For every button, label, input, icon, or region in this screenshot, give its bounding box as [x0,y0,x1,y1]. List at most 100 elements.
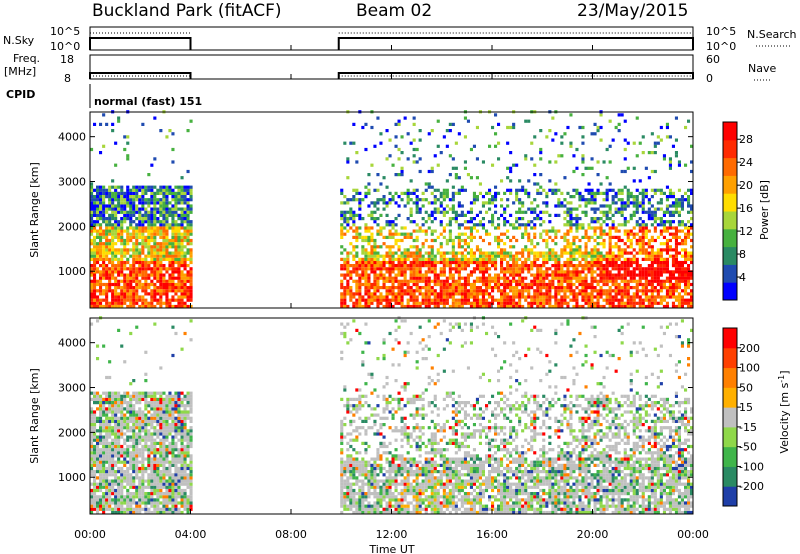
velocity-cell [132,426,136,430]
power-cell [409,295,413,299]
power-cell [677,279,681,283]
power-cell [415,273,419,277]
power-cell [135,232,139,236]
power-cell [421,229,425,233]
velocity-cell [117,476,121,480]
power-cell [560,301,564,305]
power-cell [539,298,543,302]
power-cell [545,195,549,199]
power-cell [400,264,404,268]
power-cell [111,201,115,205]
velocity-cell [90,448,94,452]
power-cell [478,279,482,283]
power-cell [147,223,151,227]
power-cell [117,251,121,255]
power-cell [406,267,410,271]
power-cell [174,207,178,211]
power-cell [183,273,187,277]
velocity-cell [150,510,154,515]
power-cell [626,204,630,208]
power-cell [373,260,377,265]
power-cell [352,188,356,192]
power-cell [533,289,537,293]
power-cell [506,301,510,305]
power-cell [674,254,678,258]
power-cell [454,264,458,268]
power-cell [632,295,636,299]
power-cell [132,191,136,195]
power-cell [638,217,642,221]
nave-label: Nave [748,62,776,75]
power-cell [557,188,561,192]
power-cell [135,279,139,283]
power-cell [189,188,193,192]
power-cell [391,286,395,290]
power-cell [472,282,476,287]
power-cell [684,254,688,258]
power-cell [605,257,609,261]
velocity-cell [114,404,118,408]
power-cell [512,286,516,290]
power-cell [120,257,124,261]
power-cell [186,298,190,302]
power-cell [451,260,455,265]
power-cell [111,129,115,133]
power-cell [554,232,558,236]
power-cell [671,264,675,268]
power-cell [605,223,609,227]
power-cell [171,257,175,261]
power-cell [587,254,591,258]
power-cell [656,188,660,192]
power-cell [180,207,184,211]
velocity-cell [114,413,118,417]
power-cell [463,279,467,283]
power-cell [593,191,597,195]
power-cell [120,232,124,236]
power-cell [177,201,181,205]
power-cell [132,257,136,261]
power-cell [674,251,678,255]
power-cell [433,304,437,309]
velocity-cell [102,344,106,348]
power-cell [376,116,380,120]
power-cell [421,264,425,268]
power-cell [352,257,356,261]
power-cell [93,276,97,280]
power-cell [373,248,377,252]
power-cell [451,301,455,305]
power-cell [518,289,522,293]
power-cell [388,257,392,261]
power-cell [602,254,606,258]
velocity-cell [102,407,106,411]
power-cell [497,223,501,227]
velocity-cell [96,397,100,401]
power-cell [457,276,461,280]
velocity-cell [138,476,142,480]
power-cell [189,286,193,290]
power-cell [466,210,470,214]
power-cell [608,188,612,192]
power-cell [171,217,175,221]
power-cell [596,254,600,258]
power-cell [566,223,570,227]
power-cell [644,166,648,170]
power-cell [584,298,588,302]
power-cell [99,286,103,290]
power-cell [424,292,428,296]
velocity-cell [129,404,133,408]
power-cell [96,220,100,224]
power-cell [629,286,633,290]
power-cell [650,151,654,155]
power-cell [340,298,344,302]
power-cell [659,270,663,274]
power-cell [554,191,558,195]
power-cell [355,229,359,233]
power-cell [475,304,479,309]
power-cell [433,154,437,158]
power-cell [533,235,537,239]
power-cell [448,223,452,227]
power-cell [340,217,344,221]
velocity-cell [105,473,109,477]
power-cell [690,210,694,214]
power-cell [397,270,401,274]
